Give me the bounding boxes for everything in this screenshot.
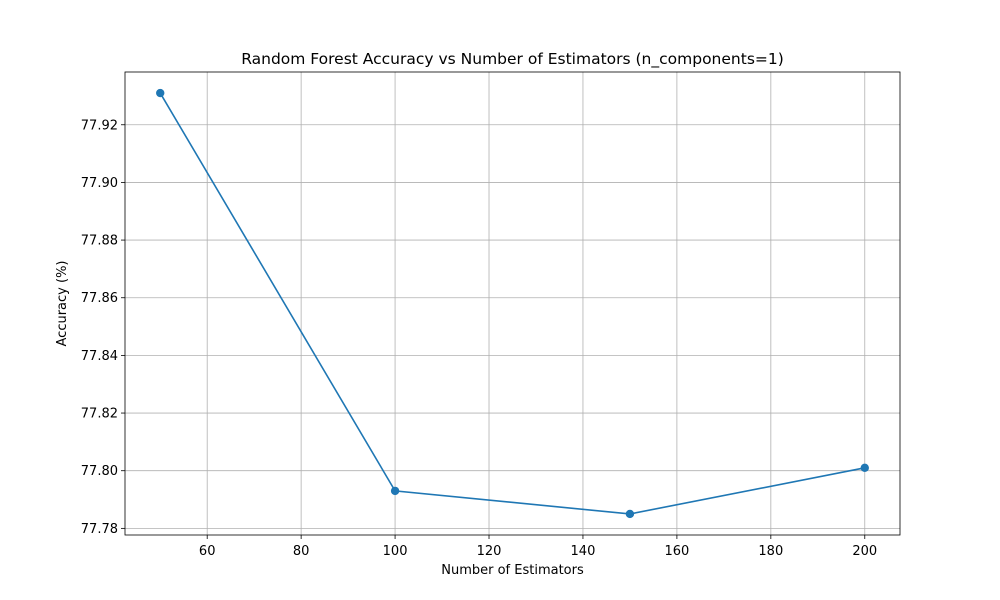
x-tick-label: 120 xyxy=(477,544,502,559)
y-tick-label: 77.84 xyxy=(81,349,118,364)
y-axis-label: Accuracy (%) xyxy=(55,261,70,347)
y-tick-label: 77.82 xyxy=(81,407,118,422)
axis-ticks: 60 80 100 120 140 160 180 200 77.78 77.80 77.82 77.… xyxy=(81,118,877,559)
series-layer xyxy=(156,88,869,519)
x-tick-label: 80 xyxy=(293,544,310,559)
x-axis-label: Number of Estimators xyxy=(441,563,584,578)
y-tick-label: 77.80 xyxy=(81,464,118,479)
data-point xyxy=(860,463,869,473)
y-tick-label: 77.92 xyxy=(81,118,118,133)
chart-title: Random Forest Accuracy vs Number of Esti… xyxy=(241,50,784,69)
y-tick-label: 77.90 xyxy=(81,176,118,191)
y-tick-label: 77.88 xyxy=(81,234,118,249)
x-tick-label: 60 xyxy=(199,544,216,559)
data-point xyxy=(625,509,635,519)
data-point xyxy=(156,88,165,98)
x-tick-label: 100 xyxy=(383,544,408,559)
x-tick-label: 180 xyxy=(758,544,783,559)
plot-frame xyxy=(124,71,901,536)
x-tick-label: 140 xyxy=(571,544,596,559)
grid xyxy=(125,72,900,535)
y-tick-label: 77.78 xyxy=(81,522,118,537)
x-tick-label: 200 xyxy=(852,544,877,559)
y-tick-label: 77.86 xyxy=(81,291,118,306)
x-tick-label: 160 xyxy=(664,544,689,559)
series-line xyxy=(159,92,865,515)
data-point xyxy=(390,486,400,496)
